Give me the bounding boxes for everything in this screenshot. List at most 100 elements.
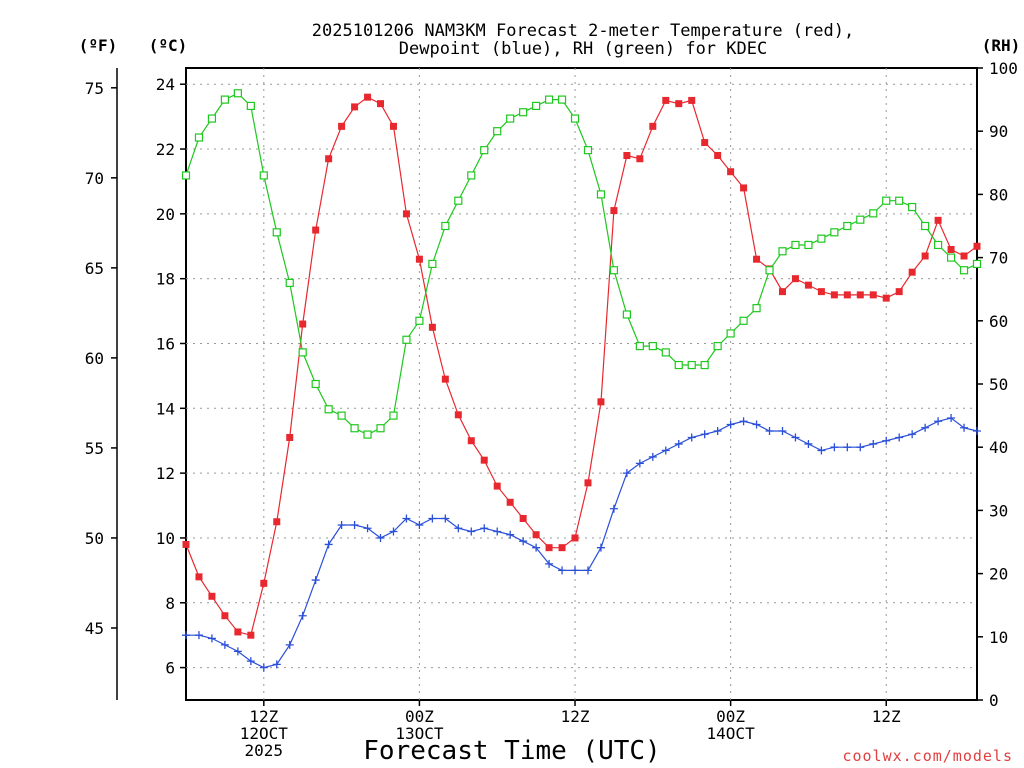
- data-point-dewpoint: [960, 423, 969, 432]
- data-point-rh: [583, 146, 593, 155]
- rh-tick-label: 100: [989, 59, 1018, 78]
- data-point-dewpoint: [687, 433, 696, 442]
- x-tick-label: 00Z: [405, 707, 434, 726]
- data-point-rh: [428, 259, 437, 269]
- data-point-temperature: [182, 540, 190, 548]
- data-point-rh: [856, 215, 865, 224]
- data-point-rh: [233, 89, 242, 98]
- data-point-dewpoint: [713, 426, 722, 435]
- data-point-temperature: [286, 433, 294, 441]
- data-point-temperature: [506, 498, 514, 506]
- data-point-rh: [557, 95, 567, 104]
- data-point-temperature: [869, 291, 877, 299]
- data-point-dewpoint: [337, 520, 346, 529]
- x-tick-label: 12Z: [561, 707, 590, 726]
- data-point-dewpoint: [558, 566, 567, 575]
- rh-tick-label: 70: [989, 249, 1008, 268]
- data-point-dewpoint: [843, 443, 852, 452]
- data-point-temperature: [921, 252, 929, 260]
- data-point-dewpoint: [272, 660, 281, 669]
- data-point-rh: [402, 335, 411, 344]
- data-point-temperature: [908, 268, 916, 276]
- data-point-rh: [596, 190, 606, 199]
- data-point-temperature: [377, 100, 385, 108]
- data-point-rh: [830, 228, 839, 237]
- data-point-dewpoint: [376, 533, 385, 542]
- data-point-dewpoint: [246, 657, 255, 666]
- x-tick-label: 13OCT: [395, 724, 444, 743]
- fahrenheit-tick-label: 65: [85, 259, 104, 278]
- data-point-dewpoint: [207, 634, 216, 643]
- x-tick-label: 12Z: [872, 707, 901, 726]
- x-tick-label: 2025: [245, 741, 284, 760]
- data-point-rh: [272, 228, 281, 237]
- celsius-tick-label: 22: [156, 140, 175, 159]
- data-point-dewpoint: [661, 446, 670, 455]
- data-point-temperature: [493, 482, 501, 490]
- data-point-temperature: [195, 573, 203, 581]
- rh-tick-label: 30: [989, 501, 1008, 520]
- chart-title-line-2: Dewpoint (blue), RH (green) for KDEC: [399, 39, 767, 59]
- data-point-rh: [687, 360, 696, 370]
- data-point-rh: [337, 411, 346, 420]
- data-point-temperature: [234, 628, 242, 636]
- data-point-temperature: [960, 252, 968, 260]
- data-point-dewpoint: [726, 420, 735, 429]
- data-point-temperature: [830, 291, 838, 299]
- data-point-dewpoint: [921, 423, 930, 432]
- data-point-dewpoint: [194, 631, 203, 640]
- data-point-temperature: [454, 411, 462, 419]
- fahrenheit-tick-label: 60: [85, 349, 104, 368]
- data-point-rh: [389, 411, 398, 420]
- data-point-rh: [908, 202, 917, 212]
- x-tick-label: 14OCT: [707, 724, 756, 743]
- data-point-rh: [778, 247, 787, 256]
- data-point-temperature: [519, 515, 527, 523]
- rh-unit-label: (RH): [982, 36, 1021, 55]
- grid-lines: [186, 68, 977, 700]
- rh-tick-label: 80: [989, 185, 1008, 204]
- data-point-dewpoint: [791, 433, 800, 442]
- data-point-temperature: [843, 291, 851, 299]
- data-point-dewpoint: [973, 426, 981, 435]
- data-point-temperature: [364, 93, 372, 101]
- data-point-rh: [946, 253, 956, 262]
- data-point-dewpoint: [635, 459, 644, 468]
- data-point-dewpoint: [856, 443, 865, 452]
- data-point-dewpoint: [182, 631, 190, 640]
- data-point-rh: [804, 240, 813, 250]
- rh-tick-label: 90: [989, 122, 1008, 141]
- data-point-temperature: [934, 216, 942, 224]
- data-point-temperature: [804, 281, 812, 289]
- data-point-dewpoint: [454, 524, 463, 533]
- data-point-rh: [882, 196, 891, 205]
- data-point-dewpoint: [882, 436, 891, 445]
- data-point-rh: [363, 430, 372, 439]
- data-point-dewpoint: [298, 611, 307, 620]
- data-point-dewpoint: [830, 443, 839, 452]
- celsius-tick-label: 18: [156, 270, 175, 289]
- chart-title-line-1: 2025101206 NAM3KM Forecast 2-meter Tempe…: [312, 21, 854, 41]
- x-tick-label: 12OCT: [240, 724, 289, 743]
- rh-tick-label: 20: [989, 565, 1008, 584]
- data-point-rh: [791, 240, 800, 250]
- data-point-rh: [739, 316, 748, 325]
- data-point-temperature: [701, 139, 709, 147]
- data-point-temperature: [312, 226, 320, 234]
- celsius-tick-label: 10: [156, 529, 175, 548]
- data-point-rh: [622, 310, 631, 319]
- data-point-temperature: [428, 323, 436, 331]
- fahrenheit-unit-label: (ºF): [79, 36, 118, 55]
- data-point-rh: [506, 114, 515, 123]
- data-point-temperature: [727, 168, 735, 176]
- data-point-temperature: [338, 122, 346, 130]
- data-point-dewpoint: [506, 530, 515, 539]
- x-tick-label: 00Z: [716, 707, 745, 726]
- series-line: [185, 92, 978, 436]
- celsius-unit-label: (ºC): [149, 36, 188, 55]
- data-point-rh: [765, 266, 774, 275]
- data-point-dewpoint: [233, 647, 242, 656]
- celsius-tick-label: 24: [156, 75, 175, 94]
- data-point-temperature: [675, 100, 683, 108]
